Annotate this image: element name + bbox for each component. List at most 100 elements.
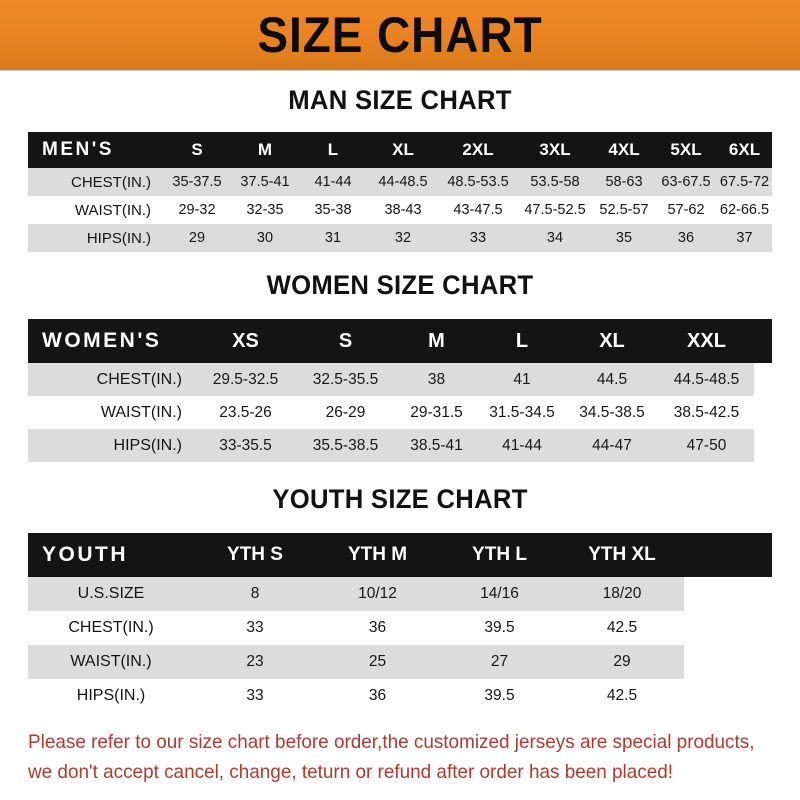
women-cell-2-1: 35.5-38.5 xyxy=(297,429,394,462)
women-size-table: WOMEN'S XS S M L XL XXL CHEST(IN.) 29.5-… xyxy=(28,319,772,462)
youth-cell-2-0: 23 xyxy=(194,645,316,679)
table-row: HIPS(IN.) 29 30 31 32 33 34 35 36 37 xyxy=(28,224,772,252)
page-banner: SIZE CHART xyxy=(0,0,800,71)
youth-row-label-3: HIPS(IN.) xyxy=(28,679,194,713)
men-cell-1-6: 52.5-57 xyxy=(593,196,655,224)
women-size-header-4: XL xyxy=(565,319,659,363)
youth-row-0-spacer xyxy=(684,577,772,611)
men-cell-0-5: 53.5-58 xyxy=(517,168,593,196)
men-section-title: MAN SIZE CHART xyxy=(288,85,512,115)
men-cell-1-2: 35-38 xyxy=(299,196,367,224)
women-cell-2-3: 41-44 xyxy=(479,429,565,462)
women-cell-1-2: 29-31.5 xyxy=(394,396,479,429)
footer-line-1: Please refer to our size chart before or… xyxy=(28,731,755,753)
table-row: CHEST(IN.) 33 36 39.5 42.5 xyxy=(28,611,772,645)
men-size-header-5: 3XL xyxy=(517,132,593,168)
men-cell-1-4: 43-47.5 xyxy=(439,196,517,224)
women-cell-1-0: 23.5-26 xyxy=(194,396,297,429)
men-cell-2-2: 31 xyxy=(299,224,367,252)
table-row: WAIST(IN.) 23.5-26 26-29 29-31.5 31.5-34… xyxy=(28,396,772,429)
men-cell-2-6: 35 xyxy=(593,224,655,252)
youth-header-spacer xyxy=(684,533,772,577)
women-row-label-2: HIPS(IN.) xyxy=(28,429,194,462)
table-row: WAIST(IN.) 23 25 27 29 xyxy=(28,645,772,679)
youth-row-label-header: YOUTH xyxy=(28,533,194,577)
women-cell-0-3: 41 xyxy=(479,363,565,396)
men-cell-2-0: 29 xyxy=(163,224,231,252)
men-cell-2-7: 36 xyxy=(655,224,717,252)
men-cell-0-0: 35-37.5 xyxy=(163,168,231,196)
youth-cell-3-1: 36 xyxy=(316,679,439,713)
women-row-label-0: CHEST(IN.) xyxy=(28,363,194,396)
men-size-table: MEN'S S M L XL 2XL 3XL 4XL 5XL 6XL CHEST… xyxy=(28,132,772,252)
women-row-0-spacer xyxy=(754,363,772,396)
women-size-section: WOMEN SIZE CHART WOMEN'S XS S M L XL XXL… xyxy=(0,270,800,462)
women-size-header-0: XS xyxy=(194,319,297,363)
youth-cell-1-0: 33 xyxy=(194,611,316,645)
youth-cell-0-2: 14/16 xyxy=(439,577,560,611)
men-cell-2-1: 30 xyxy=(231,224,299,252)
youth-table-body: YOUTH YTH S YTH M YTH L YTH XL U.S.SIZE … xyxy=(28,533,772,713)
men-size-header-3: XL xyxy=(367,132,439,168)
men-cell-2-3: 32 xyxy=(367,224,439,252)
men-cell-0-7: 63-67.5 xyxy=(655,168,717,196)
women-cell-2-4: 44-47 xyxy=(565,429,659,462)
youth-section-title: YOUTH SIZE CHART xyxy=(272,484,528,514)
men-cell-0-3: 44-48.5 xyxy=(367,168,439,196)
youth-cell-2-3: 29 xyxy=(560,645,684,679)
men-cell-0-6: 58-63 xyxy=(593,168,655,196)
table-row: HIPS(IN.) 33-35.5 35.5-38.5 38.5-41 41-4… xyxy=(28,429,772,462)
men-cell-2-4: 33 xyxy=(439,224,517,252)
women-section-title: WOMEN SIZE CHART xyxy=(266,270,534,300)
men-cell-1-0: 29-32 xyxy=(163,196,231,224)
women-cell-0-2: 38 xyxy=(394,363,479,396)
women-header-row: WOMEN'S XS S M L XL XXL xyxy=(28,319,772,363)
youth-cell-3-3: 42.5 xyxy=(560,679,684,713)
men-cell-1-1: 32-35 xyxy=(231,196,299,224)
table-row: CHEST(IN.) 29.5-32.5 32.5-35.5 38 41 44.… xyxy=(28,363,772,396)
women-size-header-1: S xyxy=(297,319,394,363)
youth-size-table: YOUTH YTH S YTH M YTH L YTH XL U.S.SIZE … xyxy=(28,533,772,713)
youth-cell-3-0: 33 xyxy=(194,679,316,713)
women-cell-0-4: 44.5 xyxy=(565,363,659,396)
women-header-spacer xyxy=(754,319,772,363)
men-size-header-7: 5XL xyxy=(655,132,717,168)
youth-size-header-1: YTH M xyxy=(316,533,439,577)
youth-cell-3-2: 39.5 xyxy=(439,679,560,713)
youth-row-2-spacer xyxy=(684,645,772,679)
women-row-label-header: WOMEN'S xyxy=(28,319,194,363)
men-size-header-2: L xyxy=(299,132,367,168)
men-header-row: MEN'S S M L XL 2XL 3XL 4XL 5XL 6XL xyxy=(28,132,772,168)
men-row-label-0: CHEST(IN.) xyxy=(28,168,163,196)
men-size-header-8: 6XL xyxy=(717,132,772,168)
men-cell-2-5: 34 xyxy=(517,224,593,252)
youth-cell-0-3: 18/20 xyxy=(560,577,684,611)
men-table-body: MEN'S S M L XL 2XL 3XL 4XL 5XL 6XL CHEST… xyxy=(28,132,772,252)
women-table-body: WOMEN'S XS S M L XL XXL CHEST(IN.) 29.5-… xyxy=(28,319,772,462)
men-size-header-1: M xyxy=(231,132,299,168)
youth-size-header-3: YTH XL xyxy=(560,533,684,577)
women-cell-2-2: 38.5-41 xyxy=(394,429,479,462)
women-cell-0-0: 29.5-32.5 xyxy=(194,363,297,396)
youth-row-3-spacer xyxy=(684,679,772,713)
men-row-label-header: MEN'S xyxy=(28,132,163,168)
women-cell-1-1: 26-29 xyxy=(297,396,394,429)
table-row: HIPS(IN.) 33 36 39.5 42.5 xyxy=(28,679,772,713)
women-row-2-spacer xyxy=(754,429,772,462)
table-row: WAIST(IN.) 29-32 32-35 35-38 38-43 43-47… xyxy=(28,196,772,224)
youth-cell-1-3: 42.5 xyxy=(560,611,684,645)
youth-row-label-1: CHEST(IN.) xyxy=(28,611,194,645)
women-size-header-2: M xyxy=(394,319,479,363)
table-row: CHEST(IN.) 35-37.5 37.5-41 41-44 44-48.5… xyxy=(28,168,772,196)
women-cell-1-5: 38.5-42.5 xyxy=(659,396,754,429)
youth-cell-0-0: 8 xyxy=(194,577,316,611)
footer-disclaimer: Please refer to our size chart before or… xyxy=(0,713,800,787)
youth-header-row: YOUTH YTH S YTH M YTH L YTH XL xyxy=(28,533,772,577)
footer-line-2: we don't accept cancel, change, teturn o… xyxy=(28,761,674,784)
youth-row-1-spacer xyxy=(684,611,772,645)
women-cell-0-1: 32.5-35.5 xyxy=(297,363,394,396)
women-row-1-spacer xyxy=(754,396,772,429)
women-size-header-3: L xyxy=(479,319,565,363)
youth-cell-1-2: 39.5 xyxy=(439,611,560,645)
youth-size-section: YOUTH SIZE CHART YOUTH YTH S YTH M YTH L… xyxy=(0,484,800,713)
